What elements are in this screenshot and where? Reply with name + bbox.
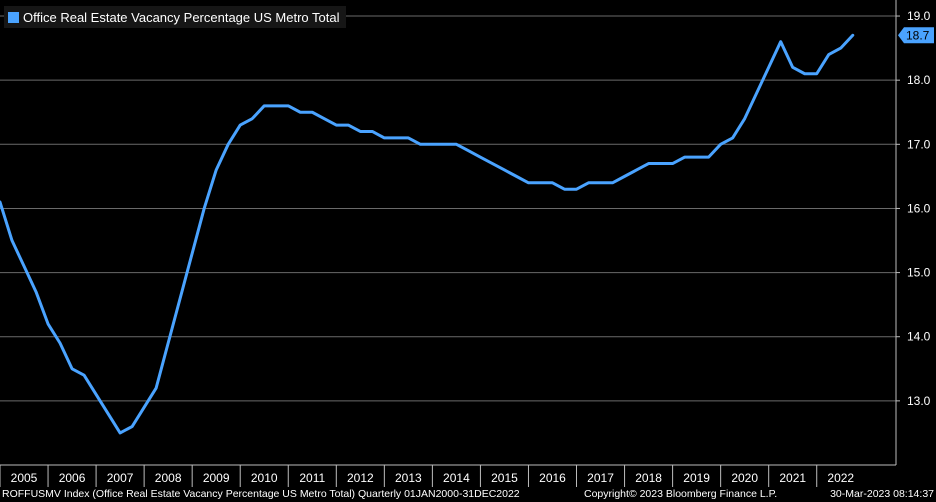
x-tick-label: 2014 xyxy=(443,471,470,485)
line-chart: 13.014.015.016.017.018.019.0 2005 2006 200… xyxy=(0,0,936,487)
y-tick-label: 14.0 xyxy=(907,330,931,344)
x-tick-label: 2007 xyxy=(107,471,134,485)
y-tick-label: 19.0 xyxy=(907,9,931,23)
footer-copyright: Copyright© 2023 Bloomberg Finance L.P. xyxy=(584,488,778,500)
legend: Office Real Estate Vacancy Percentage US… xyxy=(4,6,346,28)
y-tick-label: 17.0 xyxy=(907,137,931,151)
x-tick-label: 2015 xyxy=(491,471,518,485)
x-tick-label: 2017 xyxy=(587,471,614,485)
x-tick-label: 2019 xyxy=(683,471,710,485)
x-tick-label: 2005 xyxy=(11,471,38,485)
x-tick-label: 2013 xyxy=(395,471,422,485)
x-tick-label: 2012 xyxy=(347,471,374,485)
x-tick-label: 2008 xyxy=(155,471,182,485)
x-tick-label: 2018 xyxy=(635,471,662,485)
y-tick-label: 13.0 xyxy=(907,394,931,408)
chart-background xyxy=(0,0,936,487)
footer-source: ROFFUSMV Index (Office Real Estate Vacan… xyxy=(2,488,520,500)
footer-timestamp: 30-Mar-2023 08:14:37 xyxy=(830,488,934,500)
x-tick-label: 2011 xyxy=(299,471,325,485)
series-line xyxy=(0,33,855,435)
legend-swatch xyxy=(8,11,19,23)
last-value-label: 18.7 xyxy=(906,28,930,42)
footer: ROFFUSMV Index (Office Real Estate Vacan… xyxy=(0,487,936,502)
last-value-tag xyxy=(898,27,934,44)
x-tick-label: 2010 xyxy=(251,471,278,485)
legend-label: Office Real Estate Vacancy Percentage US… xyxy=(23,9,340,25)
x-tick-label: 2022 xyxy=(827,471,854,485)
x-tick-label: 2009 xyxy=(203,471,230,485)
y-axis-ticks: 13.0 14.0 15.0 16.0 17.0 18.0 19.0 xyxy=(896,9,931,408)
last-value-marker: 18.7 xyxy=(898,27,934,44)
x-axis-ticks: 2005 2006 2007 2008 2009 2010 2011 2012 2013 2014… xyxy=(0,465,854,487)
y-tick-label: 15.0 xyxy=(907,266,931,280)
x-tick-label: 2021 xyxy=(779,471,806,485)
x-tick-label: 2020 xyxy=(731,471,758,485)
x-tick-label: 2006 xyxy=(59,471,86,485)
x-tick-label: 2016 xyxy=(539,471,566,485)
y-tick-label: 18.0 xyxy=(907,73,931,87)
y-tick-label: 16.0 xyxy=(907,201,931,215)
